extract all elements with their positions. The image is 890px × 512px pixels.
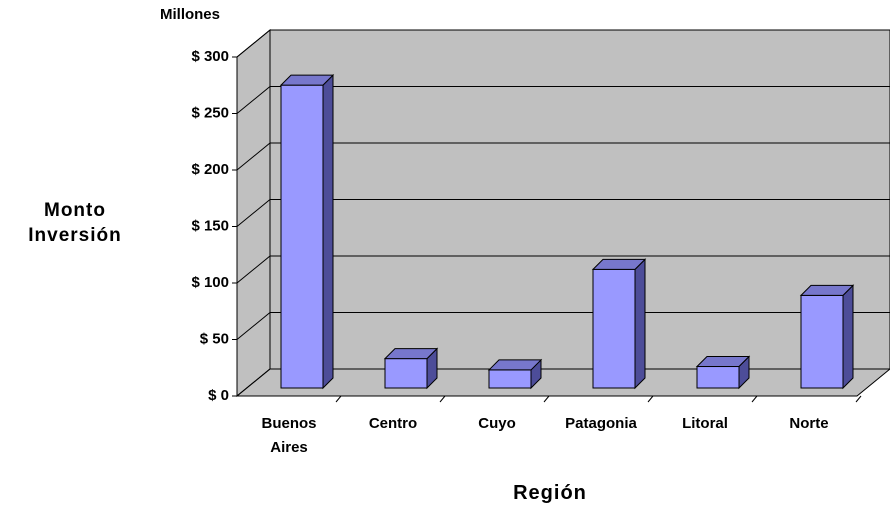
y-tick-label: $ 150 [191,217,229,234]
bar-top [695,356,751,368]
x-tick-label: Patagonia [565,415,637,432]
bar-side [634,258,646,390]
y-tick-label: $ 0 [208,387,229,404]
bar-top [799,284,855,296]
y-tick-label: $ 50 [200,330,229,347]
y-tick-label: $ 200 [191,161,229,178]
bar-top [487,359,543,371]
grid-line [236,29,890,58]
x-tick [543,395,550,403]
bar [696,366,740,389]
x-tick-label: Centro [368,415,418,432]
grid-line [236,199,890,227]
floor [235,368,890,397]
bar [800,294,844,389]
bar-top [279,74,335,86]
x-tick [647,395,654,403]
bar [280,84,324,389]
x-tick-label: Norte [789,415,829,432]
y-axis-label: Monto Inversión [28,200,122,246]
bar [488,369,532,389]
bar-top [383,348,439,360]
grid-line [236,142,890,171]
y-tick-label: $ 100 [191,274,229,291]
x-tick [439,395,446,403]
x-tick [335,395,342,403]
grid-line [236,255,890,284]
x-tick-label: Buenos Aires [261,415,317,456]
bar [384,358,428,389]
grid-line [236,312,890,340]
x-axis-label: Región [513,482,587,504]
bar-side [322,73,334,390]
bar-top [591,258,647,270]
y-tick-label: $ 300 [191,48,229,65]
x-tick-label: Cuyo [478,415,516,432]
y-tick-label: $ 250 [191,104,229,121]
x-tick-label: Litoral [682,415,728,432]
bar-side [842,284,854,390]
grid-line [236,86,890,114]
grid-line [236,368,890,397]
x-tick [751,395,758,403]
x-tick [855,395,862,403]
unit-label: Millones [159,6,220,23]
bar [592,268,636,389]
